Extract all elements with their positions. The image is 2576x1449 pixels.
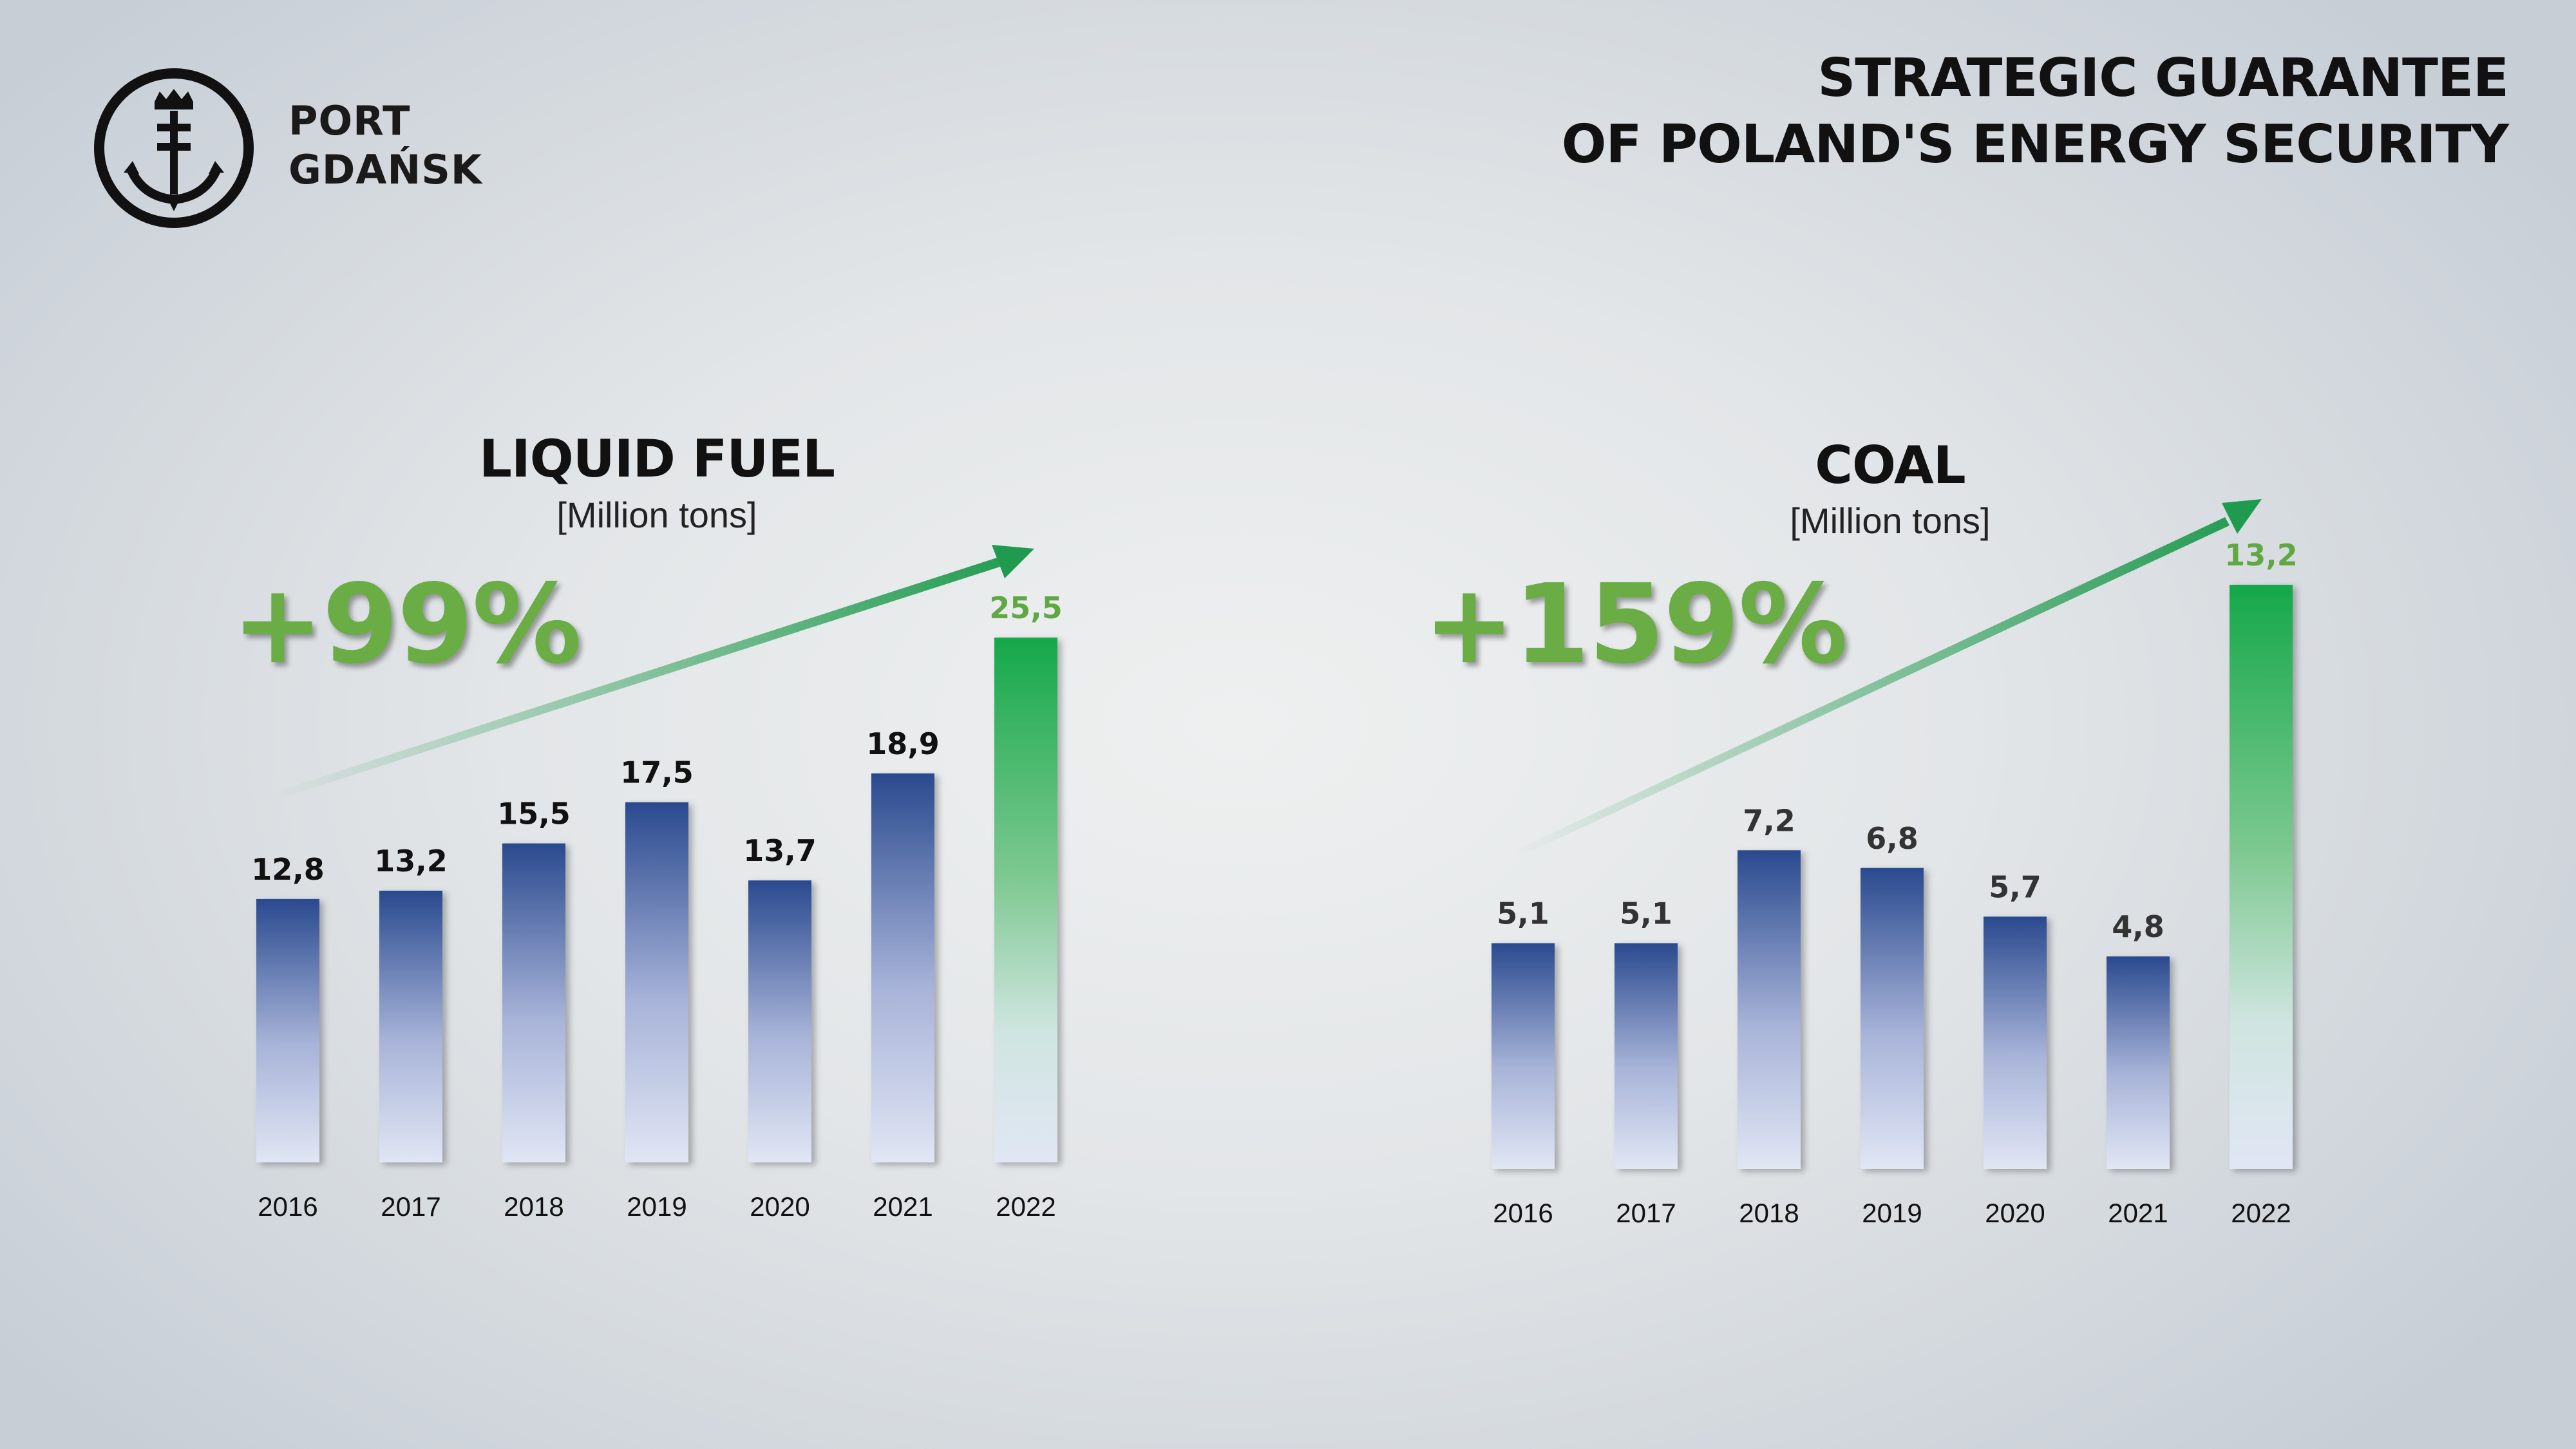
headline-line2: OF POLAND'S ENERGY SECURITY — [1561, 114, 2509, 175]
value-label-liquid-fuel-2020: 13,7 — [743, 833, 817, 868]
brand-name-line2: GDAŃSK — [289, 146, 482, 193]
bar-liquid-fuel-2022 — [994, 638, 1057, 1162]
chart-title-coal: COAL — [1815, 435, 1965, 495]
trend-arrow-liquid-fuel — [270, 545, 1034, 800]
bar-coal-2016 — [1492, 943, 1555, 1169]
bar-liquid-fuel-2018 — [502, 843, 565, 1162]
value-label-liquid-fuel-2018: 15,5 — [497, 797, 571, 831]
year-label-coal-2019: 2019 — [1862, 1198, 1922, 1228]
year-label-liquid-fuel-2016: 2016 — [258, 1191, 317, 1222]
year-label-coal-2017: 2017 — [1616, 1198, 1676, 1228]
value-label-liquid-fuel-2016: 12,8 — [251, 852, 325, 887]
bar-liquid-fuel-2021 — [871, 773, 934, 1162]
year-label-coal-2021: 2021 — [2108, 1198, 2168, 1228]
bar-liquid-fuel-2017 — [379, 891, 442, 1162]
year-label-liquid-fuel-2020: 2020 — [750, 1191, 810, 1222]
trend-arrow-coal — [1513, 499, 2262, 858]
bar-liquid-fuel-2016 — [256, 898, 319, 1162]
year-label-liquid-fuel-2019: 2019 — [627, 1191, 687, 1222]
chart-title-liquid-fuel: LIQUID FUEL — [479, 429, 835, 489]
bar-liquid-fuel-2019 — [625, 802, 688, 1162]
page-headline: STRATEGIC GUARANTEE OF POLAND'S ENERGY S… — [1561, 45, 2509, 178]
chart-unit-liquid-fuel: [Million tons] — [556, 495, 757, 535]
bar-coal-2019 — [1861, 867, 1924, 1169]
value-label-coal-2017: 5,1 — [1620, 896, 1672, 931]
value-label-coal-2022: 13,2 — [2224, 538, 2298, 573]
chart-unit-coal: [Million tons] — [1790, 500, 1991, 541]
value-label-coal-2016: 5,1 — [1497, 896, 1549, 931]
year-label-liquid-fuel-2021: 2021 — [873, 1191, 933, 1222]
brand-name-line1: PORT — [289, 97, 411, 144]
bar-coal-2018 — [1738, 850, 1801, 1169]
bar-coal-2021 — [2107, 956, 2170, 1169]
anchor-crown-emblem-icon — [94, 68, 254, 228]
growth-value-coal: +159% — [1423, 561, 1848, 688]
year-label-liquid-fuel-2018: 2018 — [504, 1191, 564, 1222]
brand-name: PORT GDAŃSK — [289, 97, 482, 194]
bar-coal-2017 — [1615, 943, 1678, 1169]
value-label-liquid-fuel-2022: 25,5 — [989, 591, 1063, 625]
value-label-coal-2019: 6,8 — [1866, 821, 1918, 856]
value-label-liquid-fuel-2017: 13,2 — [374, 844, 448, 878]
value-label-coal-2020: 5,7 — [1989, 869, 2041, 904]
growth-value-liquid-fuel: +99% — [232, 561, 582, 688]
value-label-liquid-fuel-2019: 17,5 — [620, 755, 694, 790]
year-label-liquid-fuel-2022: 2022 — [996, 1191, 1056, 1222]
value-label-coal-2018: 7,2 — [1743, 803, 1795, 838]
headline-line1: STRATEGIC GUARANTEE — [1817, 48, 2509, 109]
bar-coal-2020 — [1984, 916, 2047, 1169]
year-label-coal-2016: 2016 — [1493, 1198, 1553, 1228]
year-label-coal-2020: 2020 — [1985, 1198, 2045, 1228]
value-label-coal-2021: 4,8 — [2112, 909, 2164, 944]
value-label-liquid-fuel-2021: 18,9 — [866, 726, 940, 761]
bar-liquid-fuel-2020 — [748, 880, 811, 1162]
bar-coal-2022 — [2230, 585, 2293, 1169]
year-label-liquid-fuel-2017: 2017 — [381, 1191, 440, 1222]
year-label-coal-2018: 2018 — [1739, 1198, 1799, 1228]
year-label-coal-2022: 2022 — [2231, 1198, 2291, 1228]
